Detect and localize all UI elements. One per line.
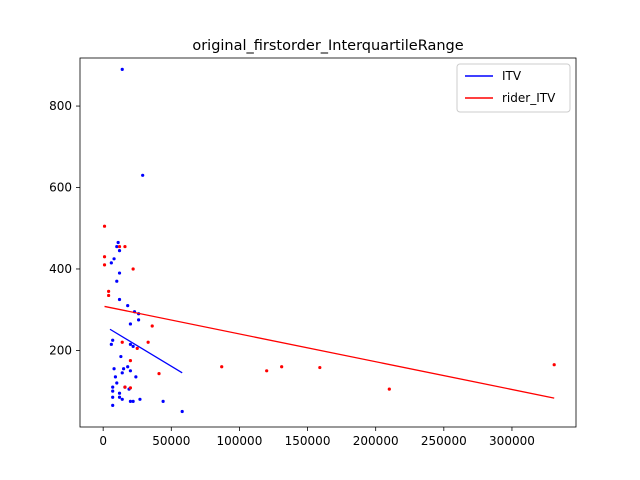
data-point-rider-itv-5 bbox=[131, 267, 135, 271]
data-point-rider-itv-3 bbox=[123, 244, 127, 249]
chart-title: original_firstorder_InterquartileRange bbox=[192, 38, 463, 54]
fit-line-itv bbox=[109, 328, 183, 374]
data-point-itv-20 bbox=[126, 365, 130, 369]
data-point-rider-itv-7 bbox=[107, 293, 111, 298]
y-tick-label: 800 bbox=[49, 99, 72, 113]
data-point-itv-40 bbox=[111, 403, 115, 408]
data-point-rider-itv-2 bbox=[102, 263, 107, 267]
series-rider-itv bbox=[102, 224, 556, 399]
data-point-itv-27 bbox=[115, 381, 119, 385]
data-point-rider-itv-18 bbox=[157, 372, 161, 376]
data-point-itv-37 bbox=[128, 399, 133, 403]
data-point-itv-1 bbox=[141, 173, 145, 177]
x-tick-label: 250000 bbox=[421, 434, 467, 448]
plot-area: 0 50000 100000 150000 200000 250000 300000 200 4… bbox=[49, 57, 577, 448]
y-tick-label: 400 bbox=[49, 262, 72, 276]
data-point-itv-36 bbox=[138, 397, 142, 401]
data-point-itv-0 bbox=[120, 67, 124, 71]
data-point-itv-8 bbox=[115, 279, 119, 283]
legend: ITV rider_ITV bbox=[456, 63, 571, 113]
data-point-rider-itv-19 bbox=[123, 385, 127, 389]
data-point-rider-itv-17 bbox=[265, 369, 269, 373]
x-tick-label: 200000 bbox=[353, 434, 399, 448]
data-point-itv-23 bbox=[128, 369, 133, 373]
data-point-itv-34 bbox=[117, 395, 122, 399]
data-point-itv-22 bbox=[112, 367, 116, 371]
data-point-rider-itv-14 bbox=[280, 365, 284, 369]
data-point-itv-2 bbox=[116, 240, 120, 245]
y-tick-label: 200 bbox=[49, 343, 72, 357]
x-tick-label: 50000 bbox=[152, 434, 190, 448]
data-point-rider-itv-12 bbox=[128, 359, 133, 363]
data-point-itv-31 bbox=[111, 389, 115, 393]
data-point-rider-itv-11 bbox=[135, 346, 139, 350]
data-point-rider-itv-4 bbox=[117, 244, 122, 249]
data-point-itv-3 bbox=[117, 249, 122, 253]
data-point-itv-29 bbox=[111, 385, 115, 389]
x-tick-label: 0 bbox=[99, 434, 107, 448]
data-point-itv-25 bbox=[113, 375, 118, 379]
data-point-itv-10 bbox=[126, 304, 130, 308]
data-point-itv-14 bbox=[128, 322, 133, 326]
legend-label-itv: ITV bbox=[502, 69, 522, 83]
y-tick-label: 600 bbox=[49, 181, 72, 195]
data-point-rider-itv-8 bbox=[150, 324, 154, 328]
data-point-itv-38 bbox=[131, 399, 135, 403]
data-point-rider-itv-1 bbox=[102, 255, 107, 259]
x-tick-label: 100000 bbox=[217, 434, 263, 448]
data-point-itv-35 bbox=[120, 397, 124, 401]
data-point-itv-6 bbox=[109, 261, 113, 265]
data-point-itv-15 bbox=[111, 338, 115, 342]
data-point-itv-24 bbox=[120, 371, 124, 375]
data-point-rider-itv-13 bbox=[220, 365, 224, 369]
data-point-itv-16 bbox=[109, 342, 113, 346]
data-point-itv-7 bbox=[117, 271, 122, 275]
data-point-itv-41 bbox=[180, 409, 184, 414]
data-point-itv-13 bbox=[136, 318, 141, 322]
data-point-rider-itv-21 bbox=[387, 387, 391, 391]
data-point-itv-26 bbox=[134, 375, 138, 379]
data-point-itv-21 bbox=[122, 367, 126, 371]
legend-label-rider-itv: rider_ITV bbox=[502, 91, 556, 105]
data-point-rider-itv-16 bbox=[552, 363, 556, 367]
data-point-rider-itv-9 bbox=[146, 340, 150, 344]
data-point-itv-17 bbox=[128, 342, 133, 346]
data-point-rider-itv-0 bbox=[102, 224, 107, 228]
data-point-itv-39 bbox=[161, 399, 165, 403]
data-point-itv-32 bbox=[117, 391, 122, 395]
x-tick-label: 300000 bbox=[489, 434, 535, 448]
data-point-rider-itv-20 bbox=[128, 386, 133, 390]
data-point-rider-itv-15 bbox=[318, 365, 322, 370]
axes-frame bbox=[79, 57, 577, 428]
data-point-itv-4 bbox=[115, 244, 119, 249]
x-tick-label: 150000 bbox=[285, 434, 331, 448]
data-point-itv-33 bbox=[111, 395, 115, 399]
data-point-itv-5 bbox=[112, 257, 116, 261]
data-point-rider-itv-10 bbox=[120, 340, 124, 344]
data-point-itv-9 bbox=[117, 297, 122, 302]
data-point-itv-19 bbox=[119, 354, 123, 359]
fit-line-rider-itv bbox=[104, 305, 555, 399]
data-point-itv-18 bbox=[131, 344, 135, 348]
data-point-rider-itv-6 bbox=[107, 289, 111, 293]
